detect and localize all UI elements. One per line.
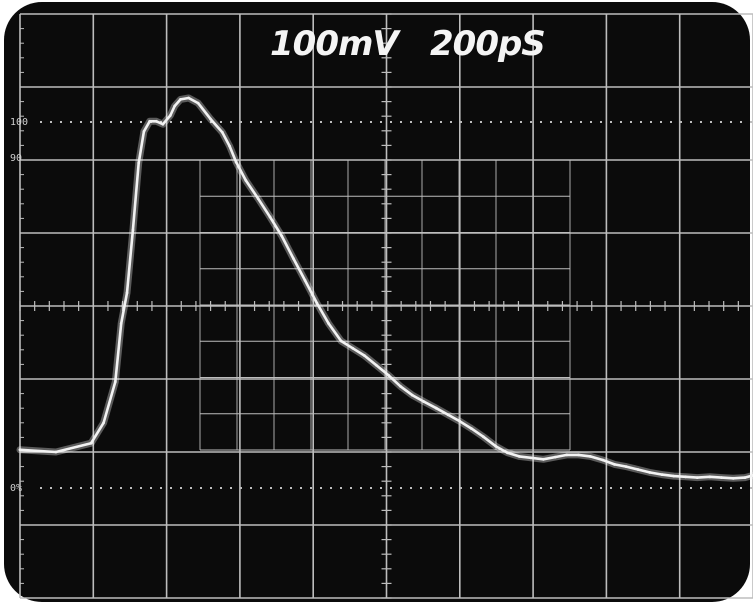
label-90-percent: 90: [10, 153, 22, 164]
trace-point: [672, 475, 675, 478]
trace-point: [648, 471, 651, 474]
trace-point: [120, 322, 123, 325]
trace-point: [625, 465, 628, 468]
trace-point: [684, 475, 687, 478]
trace-point: [90, 442, 93, 445]
trace-point: [375, 364, 378, 367]
trace-point: [363, 354, 366, 357]
trace-point: [554, 456, 557, 459]
trace-point: [411, 394, 414, 397]
trace-point: [506, 451, 509, 454]
screen-background: [4, 2, 750, 602]
trace-point: [228, 145, 231, 148]
trace-point: [399, 385, 402, 388]
trace-point: [387, 374, 390, 377]
trace-point: [179, 98, 182, 101]
time-per-div-readout: 200pS: [430, 24, 545, 64]
trace-point: [55, 451, 58, 454]
trace-point: [19, 448, 22, 451]
trace-point: [114, 381, 117, 384]
trace-point: [221, 131, 224, 134]
trace-point: [280, 235, 283, 238]
trace-point: [482, 435, 485, 438]
trace-point: [304, 279, 307, 282]
trace-point: [744, 476, 747, 479]
trace-point: [162, 123, 165, 126]
trace-point: [565, 454, 568, 457]
trace-point: [351, 347, 354, 350]
trace-point: [292, 257, 295, 260]
trace-point: [613, 463, 616, 466]
trace-point: [155, 120, 158, 123]
trace-point: [494, 445, 497, 448]
trace-point: [148, 120, 151, 123]
trace-point: [423, 400, 426, 403]
trace-point: [173, 105, 176, 108]
trace-point: [696, 476, 699, 479]
trace-point: [209, 118, 212, 121]
trace-point: [435, 407, 438, 410]
trace-point: [470, 427, 473, 430]
trace-point: [143, 130, 146, 133]
trace-point: [327, 322, 330, 325]
trace-point: [530, 456, 533, 459]
trace-point: [601, 459, 604, 462]
trace-point: [269, 216, 272, 219]
trace-point: [187, 97, 190, 100]
trace-point: [102, 421, 105, 424]
trace-point: [132, 229, 135, 232]
volts-per-div-readout: 100mV: [270, 24, 401, 64]
trace-point: [340, 340, 343, 343]
trace-point: [316, 302, 319, 305]
trace-point: [637, 468, 640, 471]
trace-point: [589, 455, 592, 458]
trace-point: [126, 292, 129, 295]
trace-point: [720, 476, 723, 479]
label-100-percent: 100: [10, 117, 28, 128]
trace-point: [577, 454, 580, 457]
trace-point: [661, 473, 664, 476]
trace-point: [458, 420, 461, 423]
trace-point: [708, 475, 711, 478]
trace-point: [257, 197, 260, 200]
trace-point: [732, 477, 735, 480]
trace-point: [518, 455, 521, 458]
trace-point: [169, 114, 172, 117]
trace-point: [447, 413, 450, 416]
label-0-percent: 0%: [10, 483, 22, 494]
trace-point: [235, 161, 238, 164]
trace-point: [244, 179, 247, 182]
trace-point: [542, 458, 545, 461]
trace-point: [197, 102, 200, 105]
trace-point: [137, 162, 140, 165]
